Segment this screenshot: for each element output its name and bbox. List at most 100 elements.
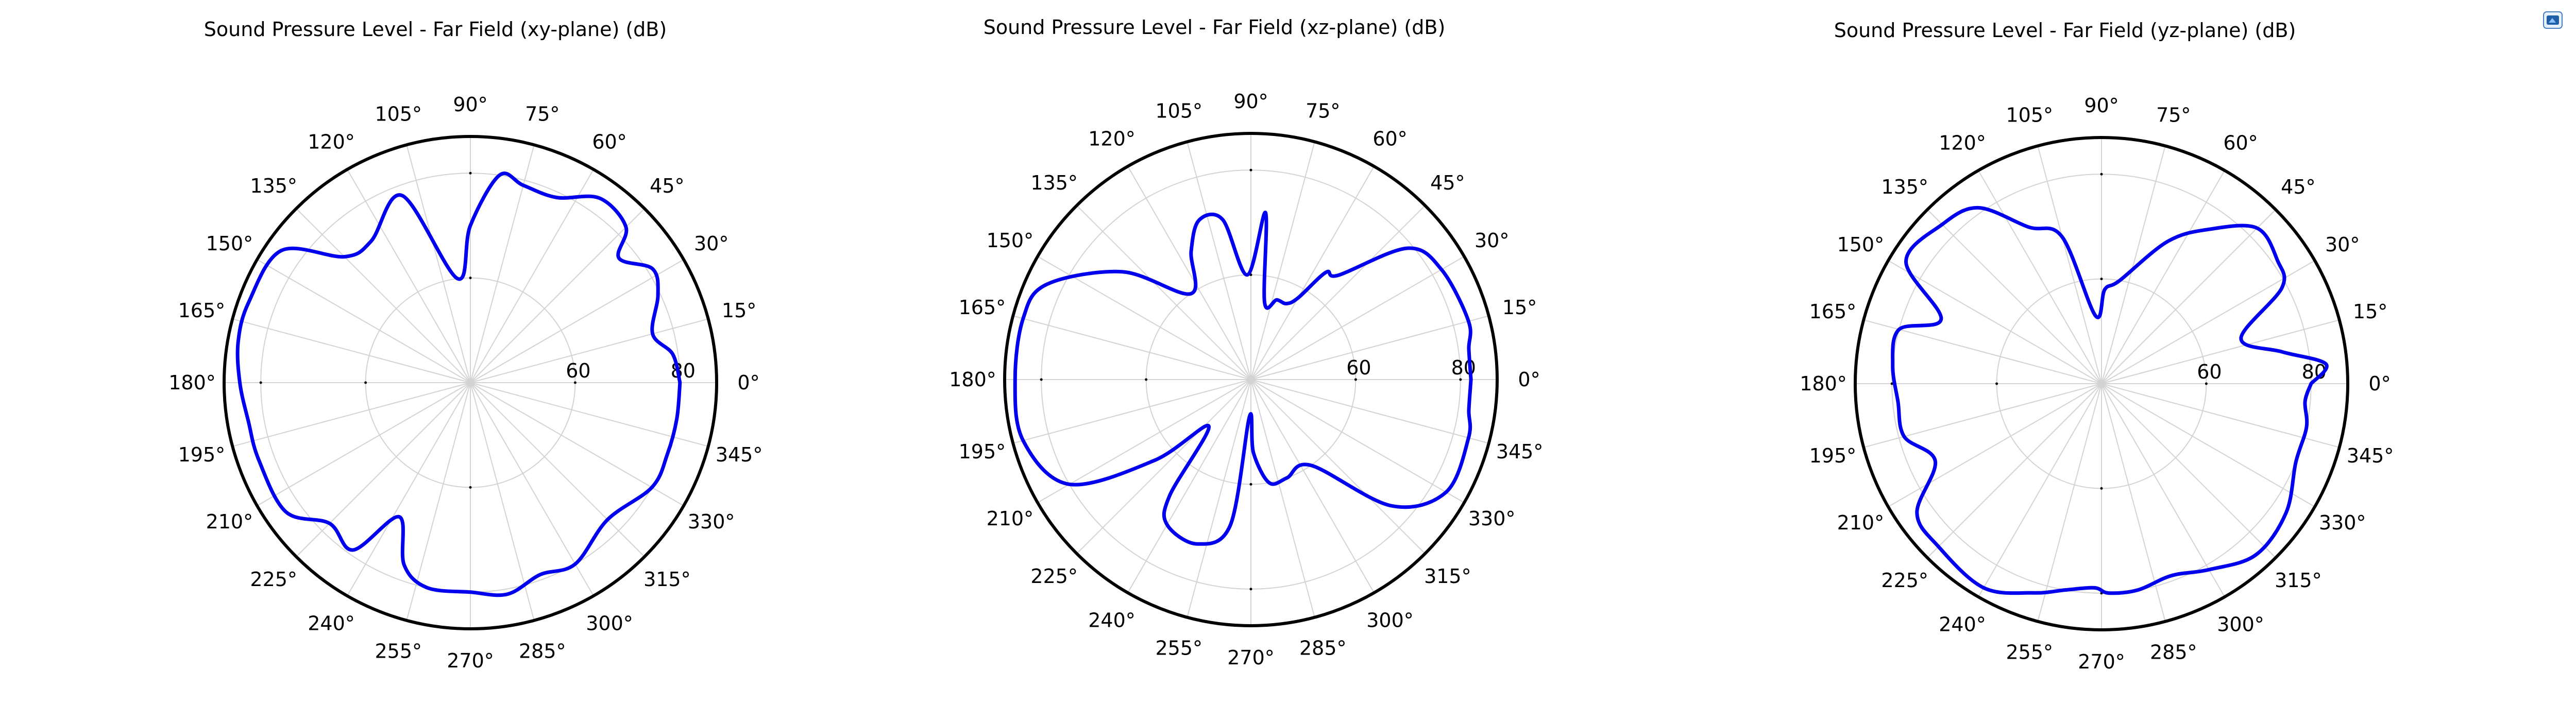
spoke-gridline <box>470 208 645 383</box>
angle-tick-label: 240° <box>308 612 355 635</box>
spoke-gridline <box>232 382 471 447</box>
spoke-gridline <box>1978 383 2102 597</box>
tick-dot <box>2100 173 2103 176</box>
angle-tick-label: 15° <box>1502 296 1537 319</box>
spoke-gridline <box>1250 205 1426 380</box>
spoke-gridline <box>1250 256 1465 380</box>
spoke-gridline <box>1127 379 1251 593</box>
spl-series-line <box>1013 211 1473 546</box>
angle-tick-label: 180° <box>1800 372 1847 395</box>
angle-tick-label: 105° <box>1155 99 1202 122</box>
angle-tick-label: 300° <box>586 612 633 635</box>
angle-tick-label: 285° <box>519 640 566 663</box>
spoke-gridline <box>1127 166 1251 380</box>
spoke-gridline <box>347 382 471 596</box>
spoke-gridline <box>2101 170 2225 384</box>
radial-tick-label: 60 <box>566 359 590 382</box>
spoke-gridline <box>1076 205 1251 380</box>
angle-tick-label: 45° <box>1430 171 1465 194</box>
spoke-gridline <box>470 318 708 383</box>
angle-tick-label: 75° <box>2156 104 2191 126</box>
tick-dot <box>1249 588 1252 591</box>
tick-dot <box>1249 168 1252 171</box>
spoke-gridline <box>2101 383 2225 597</box>
angle-tick-label: 150° <box>206 232 253 255</box>
tick-dot <box>469 486 472 489</box>
tick-dot <box>2100 278 2103 281</box>
spl-series-line <box>1891 205 2329 595</box>
angle-tick-label: 45° <box>650 175 684 197</box>
angle-tick-label: 330° <box>2319 511 2366 534</box>
tick-dot <box>2100 487 2103 490</box>
tick-dot <box>1890 382 1893 385</box>
polar-outer-ring <box>1854 136 2349 631</box>
angle-tick-label: 330° <box>688 510 735 533</box>
spoke-gridline <box>232 318 471 383</box>
angle-tick-label: 30° <box>1475 229 1509 252</box>
spoke-gridline <box>2101 146 2166 384</box>
angle-tick-label: 165° <box>1809 300 1857 323</box>
spoke-gridline <box>1013 379 1251 444</box>
angle-tick-label: 75° <box>525 102 560 125</box>
angle-tick-label: 255° <box>375 640 422 663</box>
angle-tick-label: 120° <box>1939 131 1986 154</box>
tick-dot <box>1249 483 1252 486</box>
angle-tick-label: 315° <box>2275 569 2322 592</box>
angle-tick-label: 45° <box>2281 176 2315 198</box>
angle-tick-label: 240° <box>1088 609 1136 632</box>
angle-tick-label: 60° <box>2223 131 2258 154</box>
angle-tick-label: 165° <box>959 296 1006 319</box>
angle-tick-label: 255° <box>1155 637 1202 660</box>
polar-chart-yz: Sound Pressure Level - Far Field (yz-pla… <box>1800 19 2394 673</box>
spoke-gridline <box>2101 383 2276 558</box>
tick-dot <box>1145 378 1148 381</box>
angle-tick-label: 30° <box>2325 233 2360 256</box>
angle-tick-label: 345° <box>1496 440 1544 463</box>
spoke-gridline <box>1250 379 1465 503</box>
tick-dot <box>259 381 262 384</box>
spoke-gridline <box>406 145 471 383</box>
angle-tick-label: 225° <box>1881 569 1928 592</box>
angle-tick-label: 210° <box>1837 511 1885 534</box>
angle-tick-label: 345° <box>716 443 763 466</box>
spoke-gridline <box>2037 146 2102 384</box>
tick-dot <box>1459 378 1462 381</box>
angle-tick-label: 60° <box>1372 127 1407 150</box>
angle-tick-label: 345° <box>2347 444 2394 467</box>
angle-tick-label: 195° <box>1809 444 1857 467</box>
polar-chart-xz: Sound Pressure Level - Far Field (xz-pla… <box>949 16 1543 669</box>
angle-tick-label: 270° <box>2078 650 2125 673</box>
spoke-gridline <box>1250 315 1489 380</box>
tick-dot <box>1354 378 1357 381</box>
angle-tick-label: 270° <box>1227 646 1275 669</box>
spoke-gridline <box>470 259 684 383</box>
angle-tick-label: 225° <box>250 568 297 591</box>
angle-tick-label: 135° <box>250 175 297 197</box>
radial-tick-label: 60 <box>1346 356 1371 379</box>
spoke-gridline <box>1888 383 2102 507</box>
spl-series-line <box>235 171 682 597</box>
spoke-gridline <box>2101 209 2276 384</box>
angle-tick-label: 15° <box>2353 300 2387 323</box>
chart-title: Sound Pressure Level - Far Field (yz-pla… <box>1834 19 2296 42</box>
spoke-gridline <box>1927 383 2102 558</box>
spoke-gridline <box>470 382 684 506</box>
angle-tick-label: 135° <box>1881 176 1928 198</box>
tick-dot <box>2205 382 2208 385</box>
angle-tick-label: 150° <box>1837 233 1885 256</box>
angle-tick-label: 285° <box>1299 637 1347 660</box>
angle-tick-label: 195° <box>178 443 226 466</box>
angle-tick-label: 225° <box>1030 565 1078 588</box>
angle-tick-label: 195° <box>959 440 1006 463</box>
spoke-gridline <box>1250 379 1426 554</box>
angle-tick-label: 285° <box>2150 641 2197 664</box>
spoke-gridline <box>2037 383 2102 622</box>
app-badge-icon[interactable] <box>2542 9 2565 32</box>
angle-tick-label: 210° <box>987 507 1034 530</box>
spoke-gridline <box>2101 383 2315 507</box>
angle-tick-label: 180° <box>168 371 216 394</box>
spoke-gridline <box>2101 260 2315 384</box>
spoke-gridline <box>470 169 594 383</box>
spoke-gridline <box>470 382 645 557</box>
angle-tick-label: 60° <box>592 130 626 153</box>
